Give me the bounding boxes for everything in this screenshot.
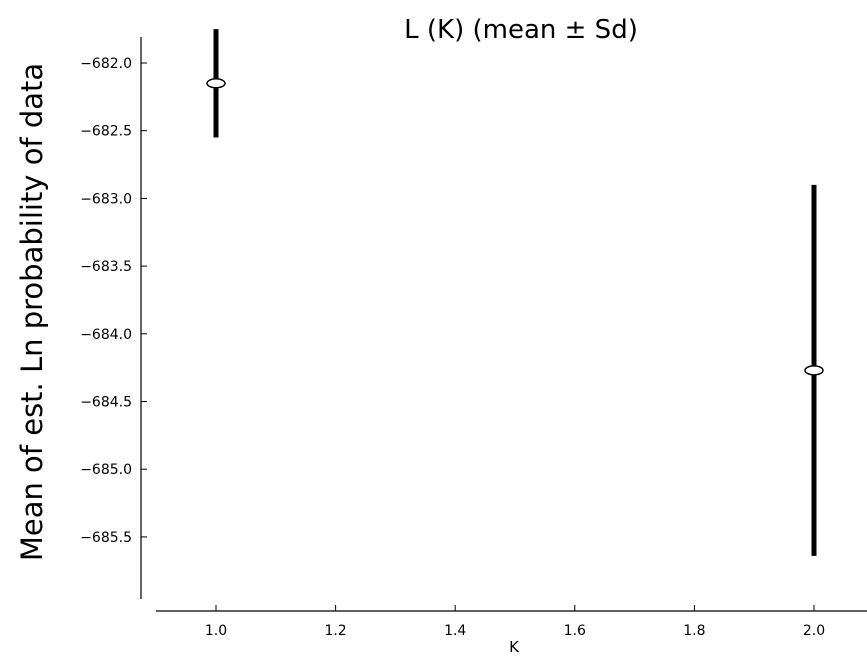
y-tick-label: −685.0	[80, 462, 132, 478]
y-tick-label: −682.0	[80, 56, 132, 72]
x-tick-label: 1.4	[444, 623, 466, 639]
x-axis-label: K	[509, 638, 520, 656]
data-marks-layer	[206, 29, 824, 556]
x-tick-label: 1.0	[205, 623, 227, 639]
y-tick-label: −685.5	[80, 530, 132, 546]
mean-point	[206, 78, 226, 89]
y-tick-label: −684.5	[80, 395, 132, 411]
y-tick-label: −682.5	[80, 124, 132, 140]
y-tick-label: −683.0	[80, 191, 132, 207]
x-tick-label: 2.0	[803, 623, 825, 639]
x-tick-label: 1.2	[324, 623, 346, 639]
y-tick-label: −683.5	[80, 259, 132, 275]
y-tick-label: −684.0	[80, 327, 132, 343]
x-tick-label: 1.8	[683, 623, 705, 639]
y-axis-label: Mean of est. Ln probability of data	[15, 63, 49, 561]
x-tick-label: 1.6	[564, 623, 586, 639]
mean-point	[804, 365, 824, 376]
ticks-layer: 1.0 1.2 1.4 1.6 1.8 2.0 −682.0 −682.5 −683.0 −683…	[80, 56, 825, 639]
chart-title: L (K) (mean ± Sd)	[404, 15, 638, 45]
